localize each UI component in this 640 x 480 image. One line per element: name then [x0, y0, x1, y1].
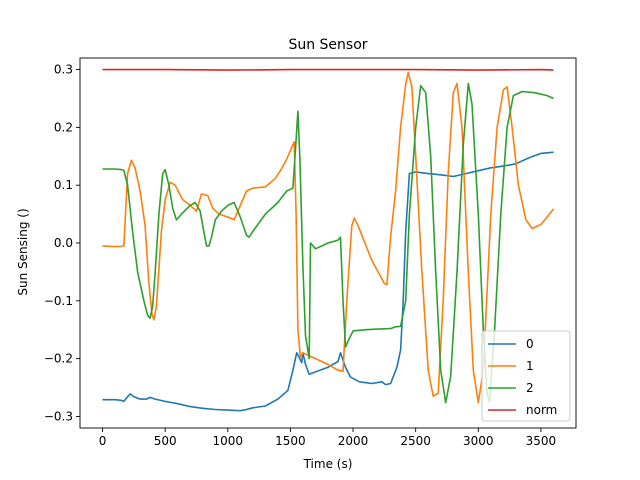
series-line-2	[102, 82, 554, 404]
y-axis-label: Sun Sensing ()	[16, 208, 30, 295]
y-tick-label: 0.0	[54, 236, 73, 250]
y-tick-label: 0.1	[54, 178, 73, 192]
y-tick-label: −0.3	[44, 409, 73, 423]
legend-label-0: 0	[526, 337, 534, 351]
series-line-norm	[102, 68, 554, 71]
y-tick-label: −0.1	[44, 294, 73, 308]
x-tick-label: 2500	[400, 434, 431, 448]
x-tick-label: 500	[154, 434, 177, 448]
x-tick-label: 3000	[463, 434, 494, 448]
series-line-0	[102, 151, 554, 412]
series-line-1	[102, 71, 555, 404]
legend-label-2: 2	[526, 381, 534, 395]
y-tick-label: −0.2	[44, 352, 73, 366]
x-tick-label: 0	[99, 434, 107, 448]
y-tick-label: 0.3	[54, 63, 73, 77]
x-tick-label: 2000	[338, 434, 369, 448]
legend-label-1: 1	[526, 359, 534, 373]
y-tick-label: 0.2	[54, 120, 73, 134]
legend-box	[481, 330, 571, 422]
x-tick-label: 1000	[213, 434, 244, 448]
chart-title: Sun Sensor	[288, 37, 367, 53]
x-axis-label: Time (s)	[303, 457, 353, 471]
x-tick-label: 1500	[275, 434, 306, 448]
legend-label-norm: norm	[526, 403, 557, 417]
x-tick-label: 3500	[526, 434, 557, 448]
plot-area: 0 500 1000 1500 2000 2500 3000 3500 −0.3 −0.2 −0.1…	[44, 57, 577, 448]
